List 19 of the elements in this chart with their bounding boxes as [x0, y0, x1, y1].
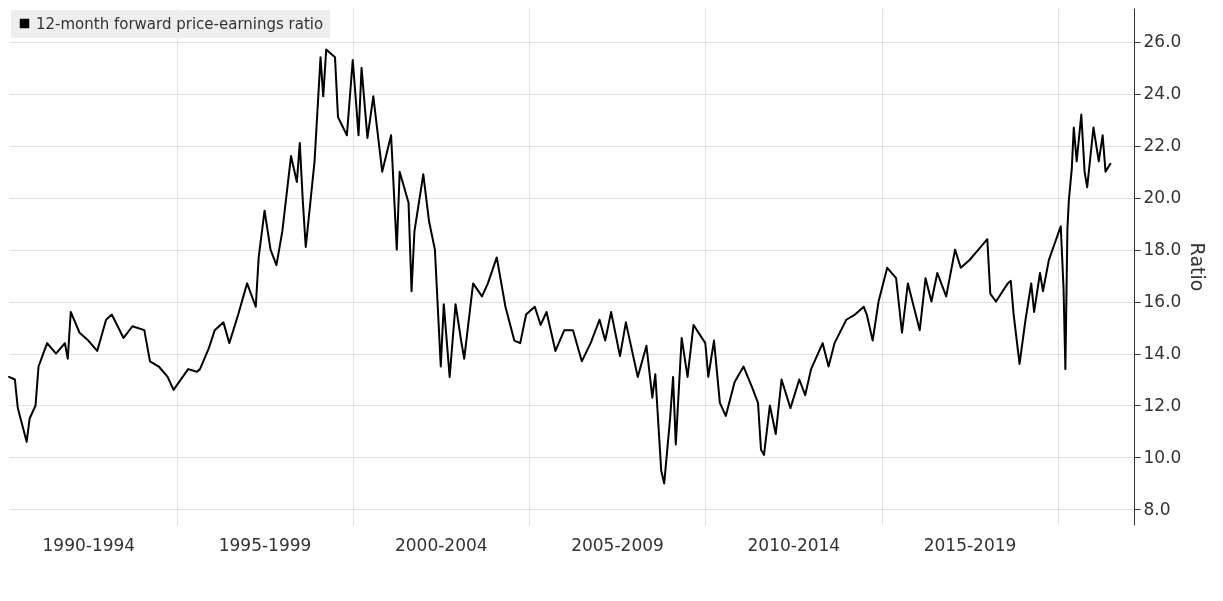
y-tick-label: 12.0	[1143, 394, 1182, 415]
y-tick-label: 8.0	[1143, 498, 1171, 519]
x-tick-label: 2010-2014	[747, 534, 841, 555]
x-tick-label: 2005-2009	[571, 534, 664, 555]
y-tick-label: 10.0	[1143, 446, 1182, 467]
x-tick-label: 1990-1994	[42, 534, 136, 555]
y-tick-label: 14.0	[1143, 343, 1182, 364]
y-tick-label: 18.0	[1143, 239, 1182, 260]
y-tick-label: 22.0	[1143, 135, 1182, 156]
legend-label: 12-month forward price-earnings ratio	[36, 14, 324, 33]
line-series	[8, 48, 1112, 485]
y-tick-label: 24.0	[1143, 83, 1182, 104]
x-tick-label: 2000-2004	[394, 534, 488, 555]
x-tick-label: 1995-1999	[218, 534, 312, 555]
y-tick-label: 26.0	[1143, 31, 1182, 52]
y-tick-label: 20.0	[1143, 187, 1182, 208]
y-axis-title: Ratio	[1187, 242, 1210, 292]
y-tick-label: 16.0	[1143, 291, 1182, 312]
x-tick-label: 2015-2019	[923, 534, 1017, 555]
